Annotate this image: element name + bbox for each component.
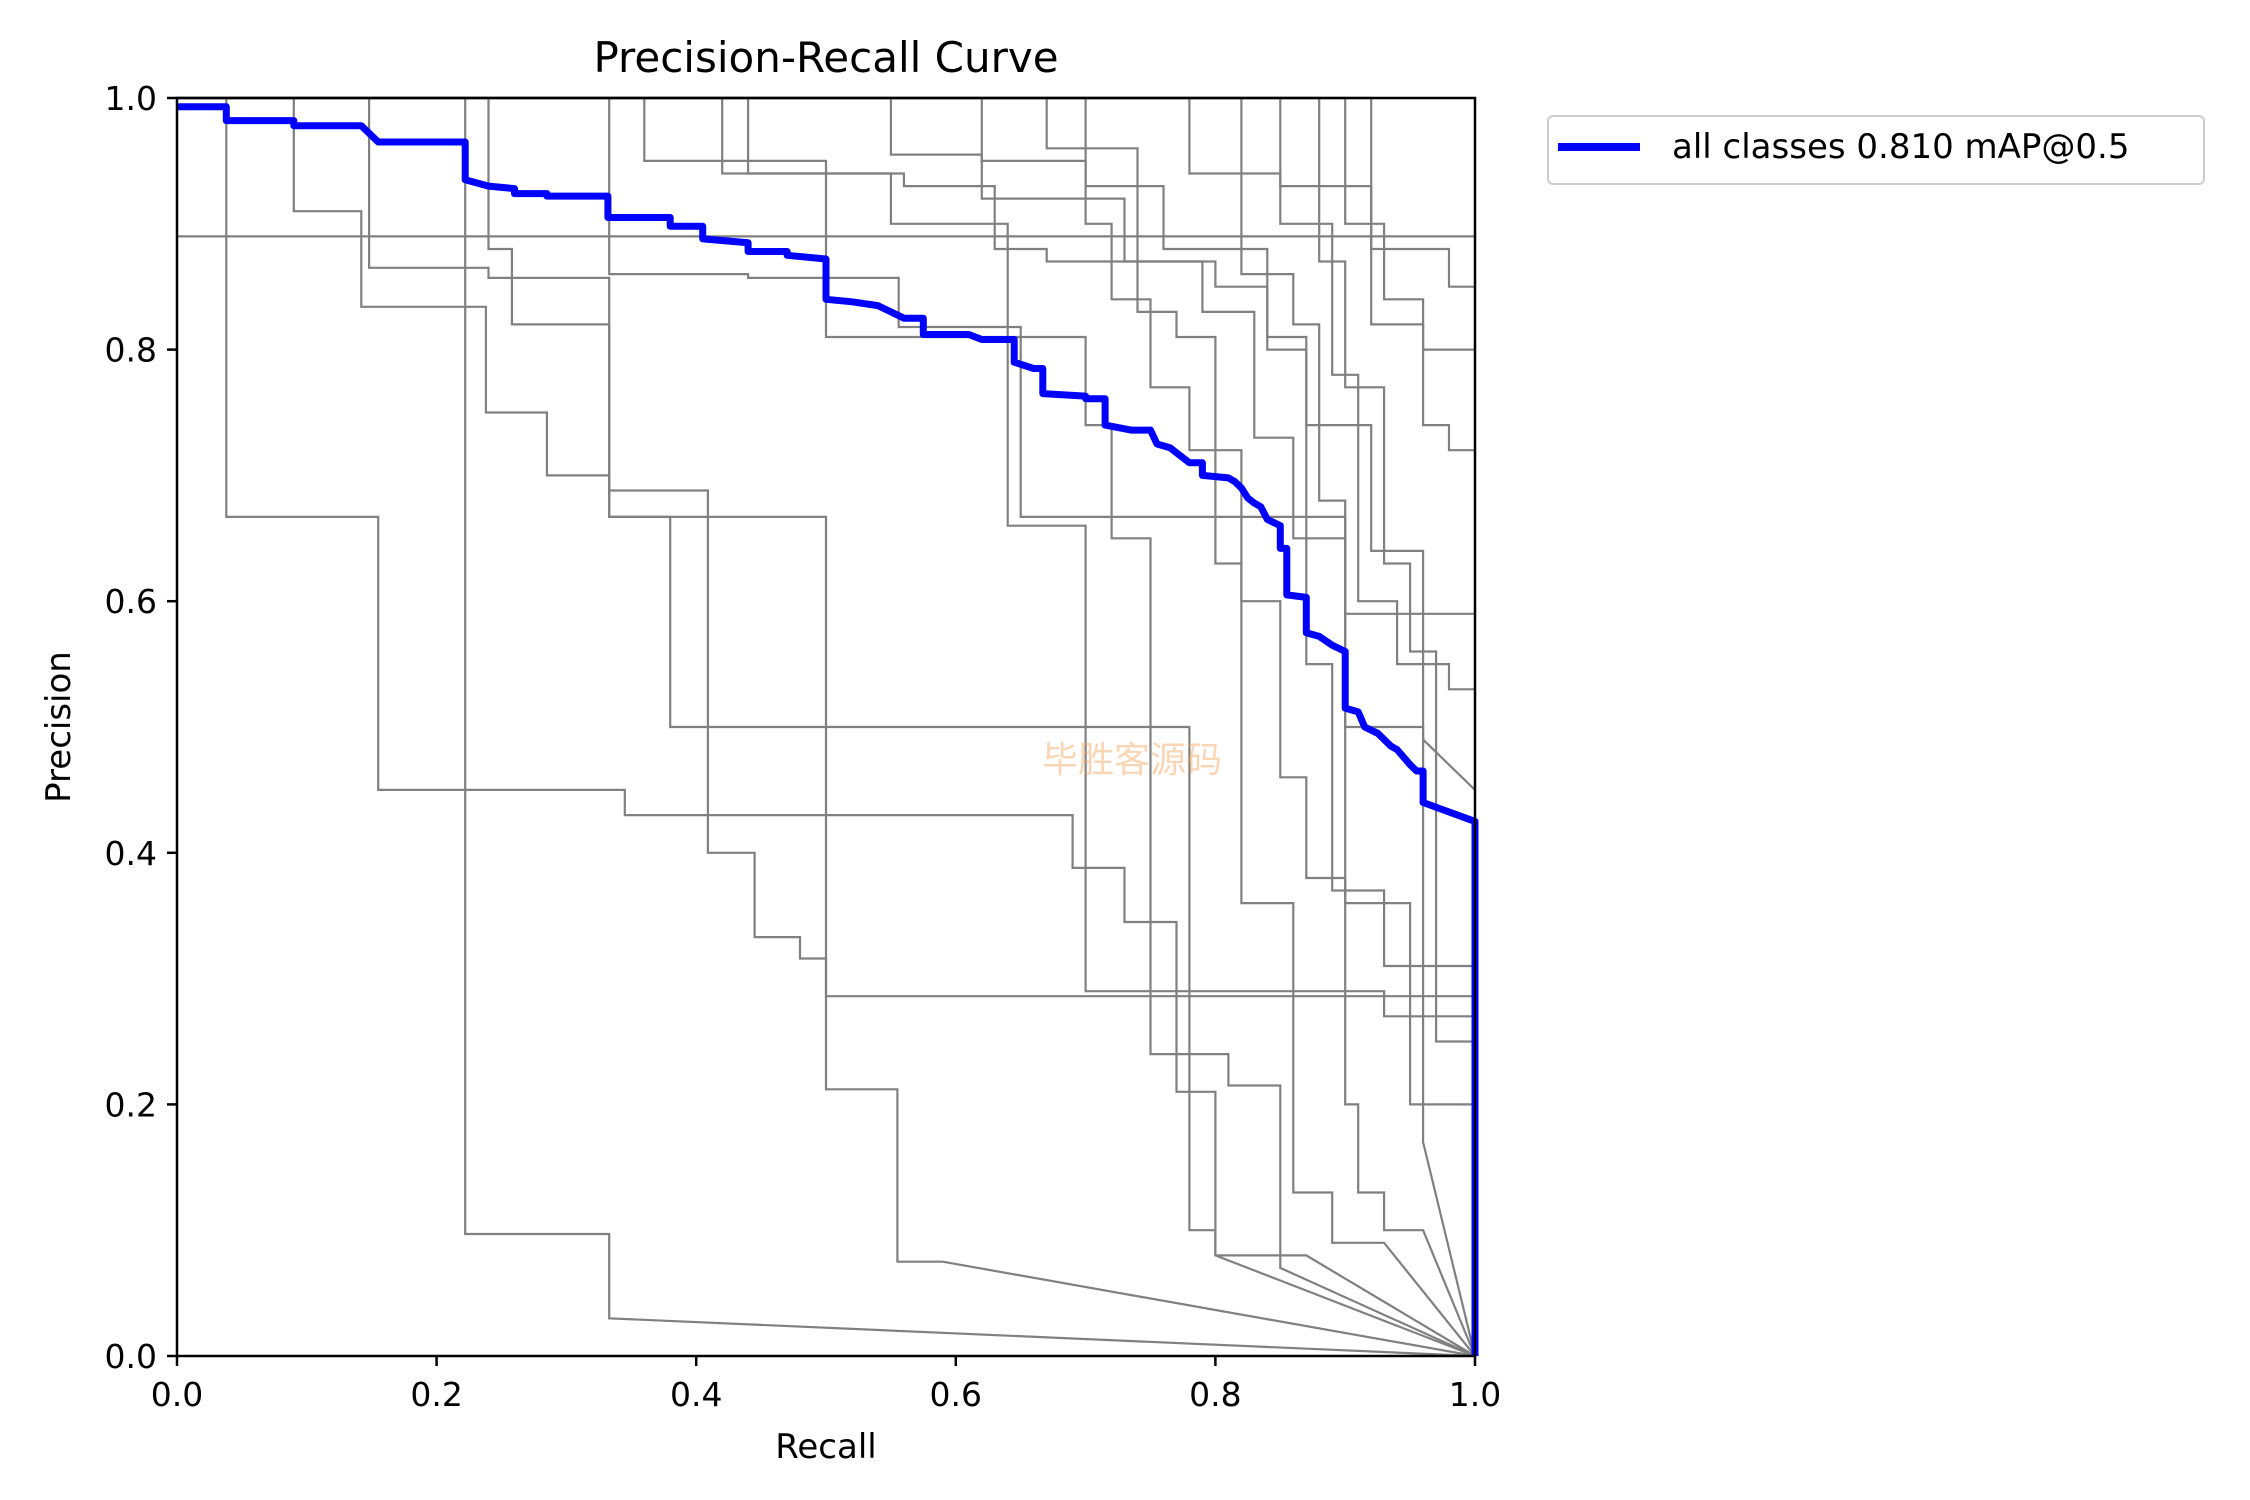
y-tick-label: 0.6	[105, 582, 157, 621]
x-axis-label: Recall	[775, 1427, 876, 1467]
pr-curve-class-17	[177, 96, 1476, 1357]
x-tick-label: 0.2	[410, 1375, 462, 1414]
legend-box	[1547, 115, 2205, 185]
x-tick-label: 1.0	[1449, 1375, 1501, 1414]
pr-curve-class-11	[177, 96, 1475, 968]
all-classes-curve-group	[177, 103, 1479, 1356]
pr-curve-class-15	[177, 96, 1475, 452]
pr-curve-class-5	[177, 96, 1476, 1358]
pr-curve-class-20	[177, 96, 1477, 1357]
y-tick-label: 0.0	[105, 1337, 157, 1376]
pr-curve-class-18	[177, 96, 1475, 1043]
x-tick-label: 0.6	[930, 1375, 982, 1414]
x-tick-label: 0.4	[670, 1375, 722, 1414]
pr-curve-class-2	[177, 96, 1476, 1358]
x-tick-label: 0.8	[1189, 1375, 1241, 1414]
legend: all classes 0.810 mAP@0.5	[1547, 115, 2205, 185]
pr-curve-class-7	[177, 96, 1477, 1357]
y-tick-label: 0.4	[105, 834, 157, 873]
y-tick-label: 1.0	[105, 79, 157, 118]
pr-curve-class-4	[177, 96, 1475, 998]
plot-frame	[175, 96, 1477, 1358]
pr-curve-all-classes	[177, 103, 1479, 1356]
y-axis-label: Precision	[39, 651, 79, 803]
pr-curve-class-8	[177, 96, 1476, 1358]
chart-title: Precision-Recall Curve	[593, 33, 1058, 82]
pr-curve-class-6	[177, 96, 1476, 1357]
y-tick-label: 0.8	[105, 331, 157, 370]
legend-label-all-classes: all classes 0.810 mAP@0.5	[1672, 127, 2129, 167]
y-tick-label: 0.2	[105, 1085, 157, 1124]
x-axis-ticks: 0.0 0.2 0.4 0.6 0.8 1.0	[151, 1356, 1501, 1414]
x-tick-label: 0.0	[151, 1375, 203, 1414]
watermark: 毕胜客源码	[1042, 740, 1222, 781]
y-axis-ticks: 0.0 0.2 0.4 0.6 0.8 1.0	[105, 79, 177, 1376]
pr-curve-class-13	[177, 96, 1476, 791]
